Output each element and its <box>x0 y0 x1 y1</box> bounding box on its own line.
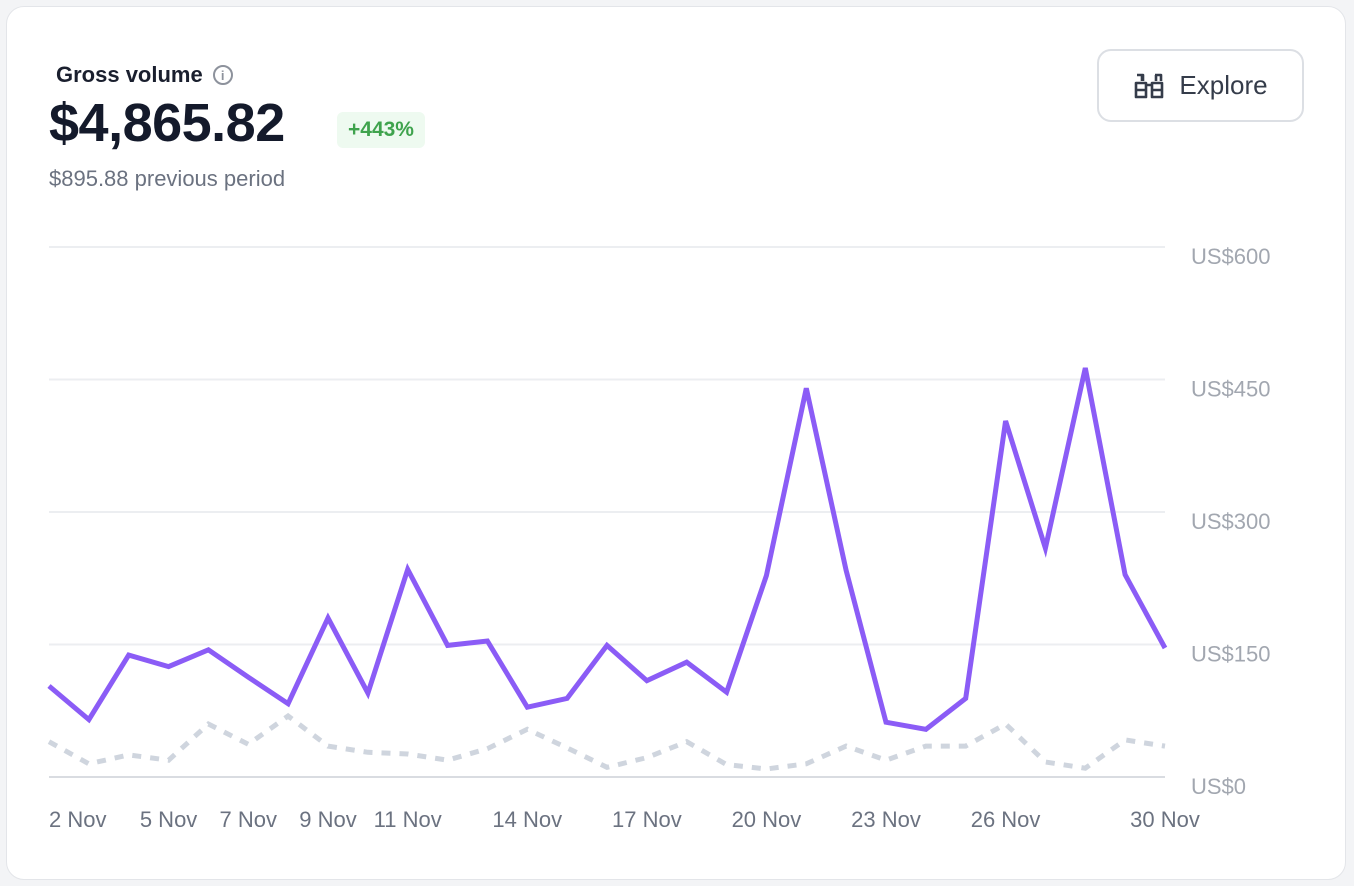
previous-period-line <box>47 712 1166 772</box>
x-tick-label: 9 Nov <box>299 807 356 832</box>
explore-button[interactable]: Explore <box>1097 49 1304 122</box>
x-tick-label: 5 Nov <box>140 807 197 832</box>
x-tick-label: 2 Nov <box>49 807 106 832</box>
x-tick-label: 30 Nov <box>1130 807 1200 832</box>
explore-label: Explore <box>1179 70 1268 100</box>
y-tick-label: US$600 <box>1191 244 1271 269</box>
x-tick-label: 26 Nov <box>971 807 1041 832</box>
y-tick-label: US$300 <box>1191 509 1271 534</box>
card-title: Gross volume i <box>56 62 233 88</box>
x-tick-label: 23 Nov <box>851 807 921 832</box>
y-tick-label: US$0 <box>1191 774 1246 799</box>
x-tick-label: 7 Nov <box>220 807 277 832</box>
previous-period-value: $895.88 previous period <box>49 166 286 191</box>
y-tick-label: US$450 <box>1191 377 1271 402</box>
info-icon[interactable]: i <box>212 65 233 85</box>
y-tick-label: US$150 <box>1191 642 1271 667</box>
x-tick-label: 11 Nov <box>374 807 442 832</box>
change-badge: +443% <box>337 112 425 148</box>
binoculars-icon <box>1135 73 1164 98</box>
x-tick-label: 14 Nov <box>492 807 562 832</box>
current-period-line <box>47 367 1168 732</box>
title-text: Gross volume <box>56 62 203 87</box>
x-tick-label: 20 Nov <box>732 807 802 832</box>
gross-volume-value: $4,865.82 <box>49 93 285 153</box>
x-tick-label: 17 Nov <box>612 807 682 832</box>
